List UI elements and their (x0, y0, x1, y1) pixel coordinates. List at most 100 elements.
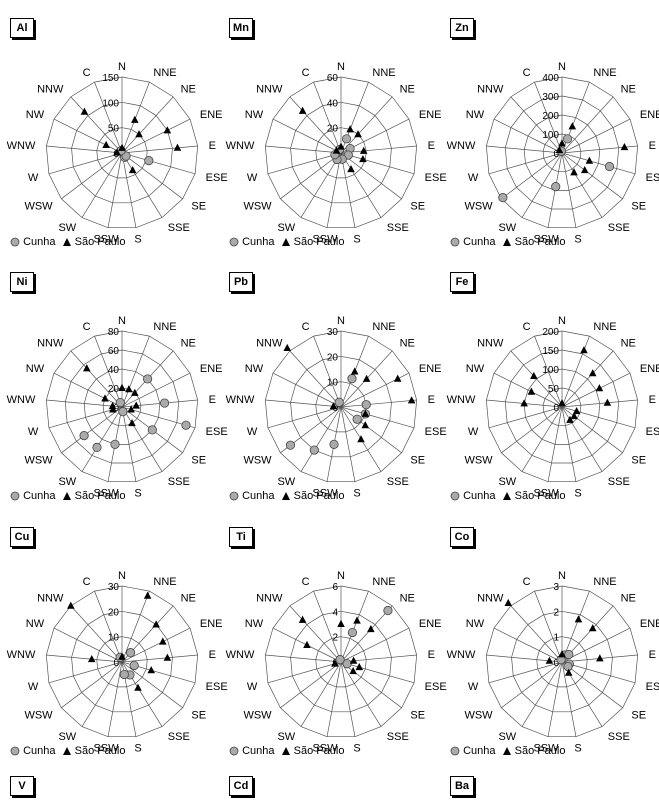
radar-chart-svg: NNNENEENEEESESESSESSSWSWWSWWWNWNWNNWC050… (7, 61, 228, 246)
direction-label: NW (466, 618, 485, 630)
direction-label: SE (631, 709, 646, 721)
point-sao-paulo (298, 106, 307, 114)
legend: Cunha São Paulo (450, 488, 565, 504)
direction-label: SW (277, 476, 295, 488)
grid-spoke (46, 145, 123, 154)
direction-label: SW (58, 476, 76, 488)
point-cunha (352, 414, 362, 424)
legend-sao-paulo-label: São Paulo (514, 490, 566, 503)
direction-label: WSW (243, 200, 272, 212)
grid-spoke (340, 605, 393, 663)
direction-label: SSW (312, 234, 338, 246)
grid-spoke (61, 406, 123, 454)
grid-ring (523, 368, 601, 445)
point-cunha (347, 627, 358, 638)
tick-label: 60 (327, 73, 339, 84)
point-cunha (129, 660, 139, 671)
direction-label: SW (498, 731, 516, 743)
grid-spoke (313, 82, 342, 154)
direction-label: NE (181, 593, 196, 605)
direction-label: SSW (93, 488, 119, 500)
grid-spoke (107, 152, 123, 228)
grid-spoke (280, 152, 342, 200)
point-cunha (285, 440, 296, 450)
grid-spoke (70, 96, 123, 154)
direction-label: SE (631, 454, 646, 466)
grid-spoke (340, 661, 415, 684)
grid-ring (264, 330, 418, 483)
direction-label: SSW (312, 743, 338, 755)
point-sao-paulo (588, 369, 597, 377)
direction-label: NNE (593, 67, 616, 79)
grid-ring (264, 585, 418, 738)
grid-ring (290, 355, 392, 458)
legend-cunha-marker (450, 743, 460, 759)
tick-label: 400 (542, 73, 559, 84)
tick-label: 30 (108, 582, 120, 593)
point-sao-paulo (595, 384, 604, 392)
legend-sao-paulo-label: São Paulo (514, 236, 566, 249)
legend-sao-paulo-label: São Paulo (74, 236, 126, 249)
direction-label: WNW (447, 394, 476, 406)
legend-cunha-marker (229, 488, 239, 504)
tick-label: 40 (108, 365, 120, 376)
grid-spoke (493, 627, 563, 663)
point-sao-paulo (572, 406, 581, 415)
grid-spoke (534, 336, 563, 408)
direction-label: NNE (372, 67, 395, 79)
tick-label: 0 (113, 658, 119, 669)
direction-label: W (28, 681, 39, 693)
grid-spoke (340, 145, 417, 154)
grid-spoke (340, 661, 402, 709)
point-sao-paulo (580, 165, 589, 174)
legend: Cunha São Paulo (10, 234, 125, 250)
tick-label: 150 (102, 73, 119, 84)
grid-spoke (493, 118, 563, 154)
grid-spoke (121, 406, 163, 472)
tick-label: 0 (553, 403, 559, 414)
direction-label: NNW (37, 593, 64, 605)
direction-label: WSW (24, 200, 53, 212)
grid-ring (504, 95, 620, 210)
direction-label: SSW (533, 488, 559, 500)
direction-label: ESE (206, 681, 228, 693)
legend-sao-paulo-marker (502, 743, 512, 759)
legend-cunha-label: Cunha (23, 236, 56, 249)
grid-spoke (53, 627, 123, 663)
grid-spoke (340, 152, 415, 175)
grid-spoke (561, 96, 614, 154)
grid-spoke (267, 661, 342, 684)
grid-spoke (272, 118, 342, 154)
grid-spoke (121, 336, 150, 408)
direction-label: SSW (93, 234, 119, 246)
radar-chart-svg: NNNENEENEEESESESSESSSWSWWSWWWNWNWNNWC020… (226, 61, 447, 246)
grid-spoke (561, 350, 614, 408)
grid-spoke (265, 399, 342, 408)
point-sao-paulo (393, 374, 402, 382)
point-cunha (79, 431, 89, 441)
direction-label: WSW (464, 709, 493, 721)
point-sao-paulo (558, 139, 566, 147)
direction-label: SSW (312, 488, 338, 500)
point-sao-paulo (355, 662, 364, 671)
direction-label: C (523, 576, 531, 588)
direction-label: W (247, 426, 258, 438)
grid-spoke (486, 145, 563, 154)
direction-label: WNW (226, 394, 255, 406)
point-sao-paulo (555, 145, 564, 154)
direction-label: NNE (372, 576, 395, 588)
point-sao-paulo (159, 637, 167, 645)
grid-spoke (48, 406, 123, 429)
legend-cunha-marker (10, 488, 20, 504)
point-cunha (383, 605, 393, 616)
chart-title: Ni (10, 272, 34, 292)
direction-label: SSE (168, 731, 190, 743)
grid-spoke (326, 152, 342, 228)
direction-label: C (523, 67, 531, 79)
legend-sao-paulo-marker (502, 234, 512, 250)
